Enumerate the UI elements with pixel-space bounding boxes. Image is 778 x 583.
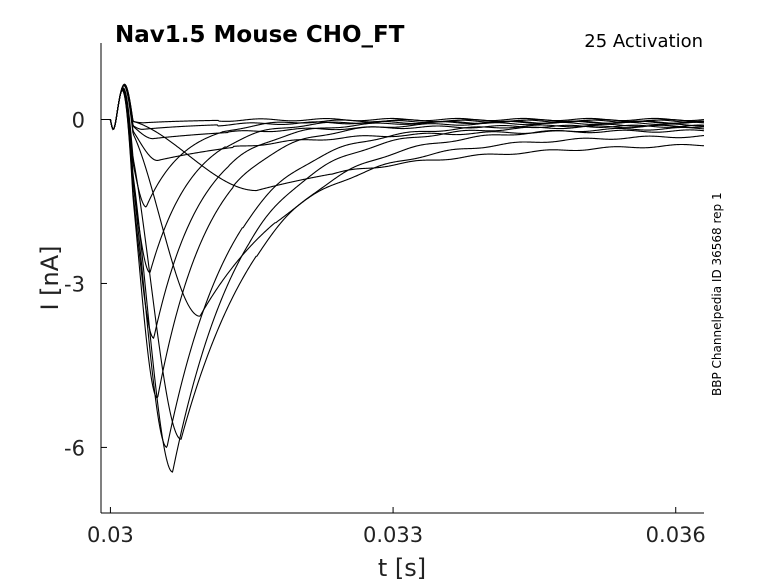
x-axis-label: t [s]: [378, 554, 426, 582]
series-line: [101, 83, 705, 192]
y-tick-label: 0: [72, 109, 85, 133]
y-tick-label: -3: [64, 272, 85, 296]
ticks: 0.03 0.033 0.036 0 -3 -6: [64, 109, 706, 547]
series-line: [101, 84, 705, 140]
chart-subtitle: 25 Activation: [584, 31, 703, 52]
x-tick-label: 0.036: [646, 523, 706, 547]
side-label: BBP Channelpedia ID 36568 rep 1: [710, 192, 724, 396]
chart-title: Nav1.5 Mouse CHO_FT: [115, 22, 405, 48]
series-line: [101, 88, 705, 208]
series-line: [101, 87, 705, 440]
x-tick-label: 0.033: [363, 523, 423, 547]
series-line: [101, 84, 705, 162]
series-line: [101, 89, 705, 399]
series-line: [101, 89, 705, 273]
x-tick-label: 0.03: [87, 523, 134, 547]
traces: [101, 83, 705, 473]
series-line: [101, 88, 704, 449]
series-line: [101, 89, 705, 339]
y-tick-label: -6: [64, 436, 85, 460]
series-line: [101, 88, 705, 473]
series-line: [101, 85, 705, 317]
y-axis-label: I [nA]: [36, 245, 64, 310]
